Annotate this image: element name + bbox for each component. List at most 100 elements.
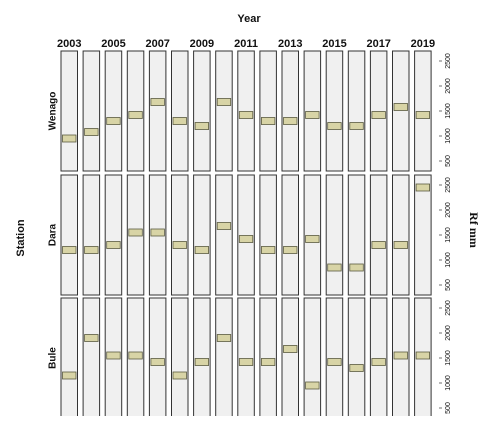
marker-wenago-2012 [260, 117, 276, 125]
marker-dara-2014 [305, 235, 320, 243]
marker-bule-2014 [305, 381, 320, 390]
marker-dara-2017 [371, 241, 386, 249]
marker-dara-2013 [283, 246, 298, 254]
tick-label-dara-2500: 2500 [445, 177, 452, 193]
panel-wenago-2015 [325, 50, 344, 172]
panel-wenago-2019 [414, 50, 432, 172]
panel-dara-2019 [414, 174, 432, 296]
panel-bule-2003 [60, 297, 78, 419]
panel-dara-2015 [325, 174, 344, 296]
panel-dara-2012 [259, 174, 277, 296]
panel-bule-2011 [237, 297, 255, 419]
panel-dara-2014 [303, 174, 322, 296]
year-label-2003: 2003 [57, 38, 81, 50]
marker-bule-2017 [371, 358, 386, 366]
panel-bule-2014 [303, 297, 322, 419]
tick-label-dara-1500: 1500 [445, 227, 452, 243]
panel-dara-2009 [193, 174, 211, 296]
tick-label-dara-2000: 2000 [445, 202, 452, 218]
panel-wenago-2008 [171, 50, 189, 172]
station-strip-wenago [44, 51, 59, 171]
marker-dara-2007 [150, 228, 165, 237]
tick-label-bule-1000: 1000 [445, 375, 452, 391]
panel-wenago-2016 [347, 50, 366, 172]
marker-dara-2009 [194, 246, 210, 254]
marker-wenago-2007 [150, 98, 165, 106]
panel-wenago-2007 [148, 50, 167, 172]
x-axis-title: Year [237, 13, 261, 25]
tick-label-bule-2000: 2000 [445, 325, 452, 341]
marker-bule-2016 [349, 364, 364, 372]
panel-bule-2004 [82, 297, 101, 419]
marker-bule-2008 [172, 371, 187, 380]
marker-wenago-2003 [62, 134, 77, 143]
tick-label-wenago-500: 500 [445, 155, 452, 167]
station-label-wenago: Wenago [48, 92, 59, 131]
panel-bule-2009 [193, 297, 211, 419]
year-label-2015: 2015 [322, 38, 346, 50]
panel-wenago-2005 [104, 50, 123, 172]
panel-wenago-2017 [369, 50, 388, 172]
tick-label-wenago-1500: 1500 [445, 103, 452, 119]
tick-label-dara-1000: 1000 [445, 252, 452, 268]
panel-bule-2016 [347, 297, 366, 419]
panel-bule-2012 [259, 297, 277, 419]
panel-dara-2017 [369, 174, 388, 296]
station-strip-bule [44, 298, 59, 418]
marker-dara-2005 [106, 241, 121, 249]
panel-bule-2013 [281, 297, 299, 419]
marker-wenago-2005 [106, 117, 121, 125]
marker-wenago-2017 [371, 111, 386, 119]
marker-wenago-2006 [128, 111, 143, 119]
panel-bule-2007 [148, 297, 167, 419]
tick-label-bule-2500: 2500 [445, 300, 452, 316]
tick-label-wenago-2000: 2000 [445, 78, 452, 94]
marker-dara-2015 [327, 263, 342, 272]
panel-bule-2015 [325, 297, 344, 419]
tick-label-wenago-2500: 2500 [445, 53, 452, 69]
year-label-2011: 2011 [234, 38, 258, 50]
marker-bule-2005 [106, 351, 121, 360]
panel-wenago-2011 [237, 50, 255, 172]
panel-bule-2010 [215, 297, 233, 419]
marker-bule-2003 [62, 371, 77, 380]
marker-wenago-2014 [305, 111, 320, 119]
marker-bule-2004 [84, 334, 99, 342]
panel-wenago-2012 [259, 50, 277, 172]
year-label-2013: 2013 [278, 38, 302, 50]
tick-label-dara-500: 500 [445, 279, 452, 291]
marker-bule-2011 [238, 358, 254, 366]
value-axis-title: Rf mm [467, 212, 478, 248]
marker-bule-2009 [194, 358, 210, 366]
panel-wenago-2014 [303, 50, 322, 172]
panel-wenago-2006 [126, 50, 145, 172]
marker-wenago-2010 [216, 98, 232, 106]
year-label-2009: 2009 [190, 38, 214, 50]
y-axis-title: Station [15, 219, 27, 257]
panel-wenago-2003 [60, 50, 78, 172]
panel-dara-2018 [392, 174, 410, 296]
panel-dara-2010 [215, 174, 233, 296]
marker-wenago-2018 [393, 103, 408, 111]
panel-wenago-2010 [215, 50, 233, 172]
panel-dara-2003 [60, 174, 78, 296]
panel-dara-2011 [237, 174, 255, 296]
marker-dara-2019 [415, 183, 431, 192]
marker-wenago-2016 [349, 122, 364, 130]
marker-dara-2018 [393, 241, 408, 249]
marker-dara-2016 [349, 263, 364, 272]
marker-bule-2018 [393, 351, 408, 360]
marker-dara-2011 [238, 235, 254, 243]
year-label-2005: 2005 [101, 38, 125, 50]
marker-bule-2019 [415, 351, 431, 360]
panel-dara-2008 [171, 174, 189, 296]
panel-wenago-2018 [392, 50, 410, 172]
marker-wenago-2013 [283, 117, 298, 125]
panel-bule-2017 [369, 297, 388, 419]
marker-wenago-2009 [194, 122, 210, 130]
marker-dara-2004 [84, 246, 99, 254]
year-label-2019: 2019 [411, 38, 435, 50]
station-label-bule: Bule [48, 347, 59, 369]
station-label-dara: Dara [48, 223, 59, 246]
